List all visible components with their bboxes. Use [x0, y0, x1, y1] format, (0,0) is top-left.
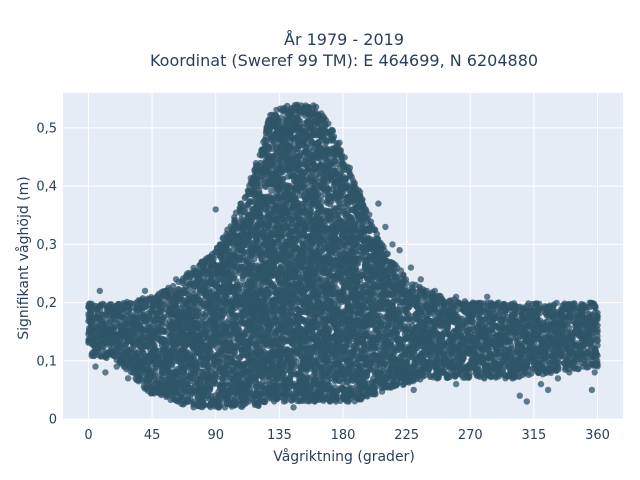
data-point	[158, 376, 166, 383]
data-point	[194, 311, 202, 318]
data-point	[215, 404, 223, 411]
data-points	[85, 101, 601, 411]
data-point	[151, 373, 158, 380]
data-point	[180, 368, 188, 375]
data-point	[111, 326, 118, 334]
data-point	[161, 300, 169, 307]
data-point	[160, 328, 168, 335]
data-point	[173, 345, 181, 352]
data-point	[193, 361, 201, 368]
data-point	[148, 381, 155, 389]
data-point	[170, 282, 177, 290]
data-point	[213, 374, 221, 381]
data-point	[213, 277, 221, 284]
data-point	[266, 290, 274, 297]
data-point	[201, 401, 208, 408]
data-point	[126, 305, 134, 312]
